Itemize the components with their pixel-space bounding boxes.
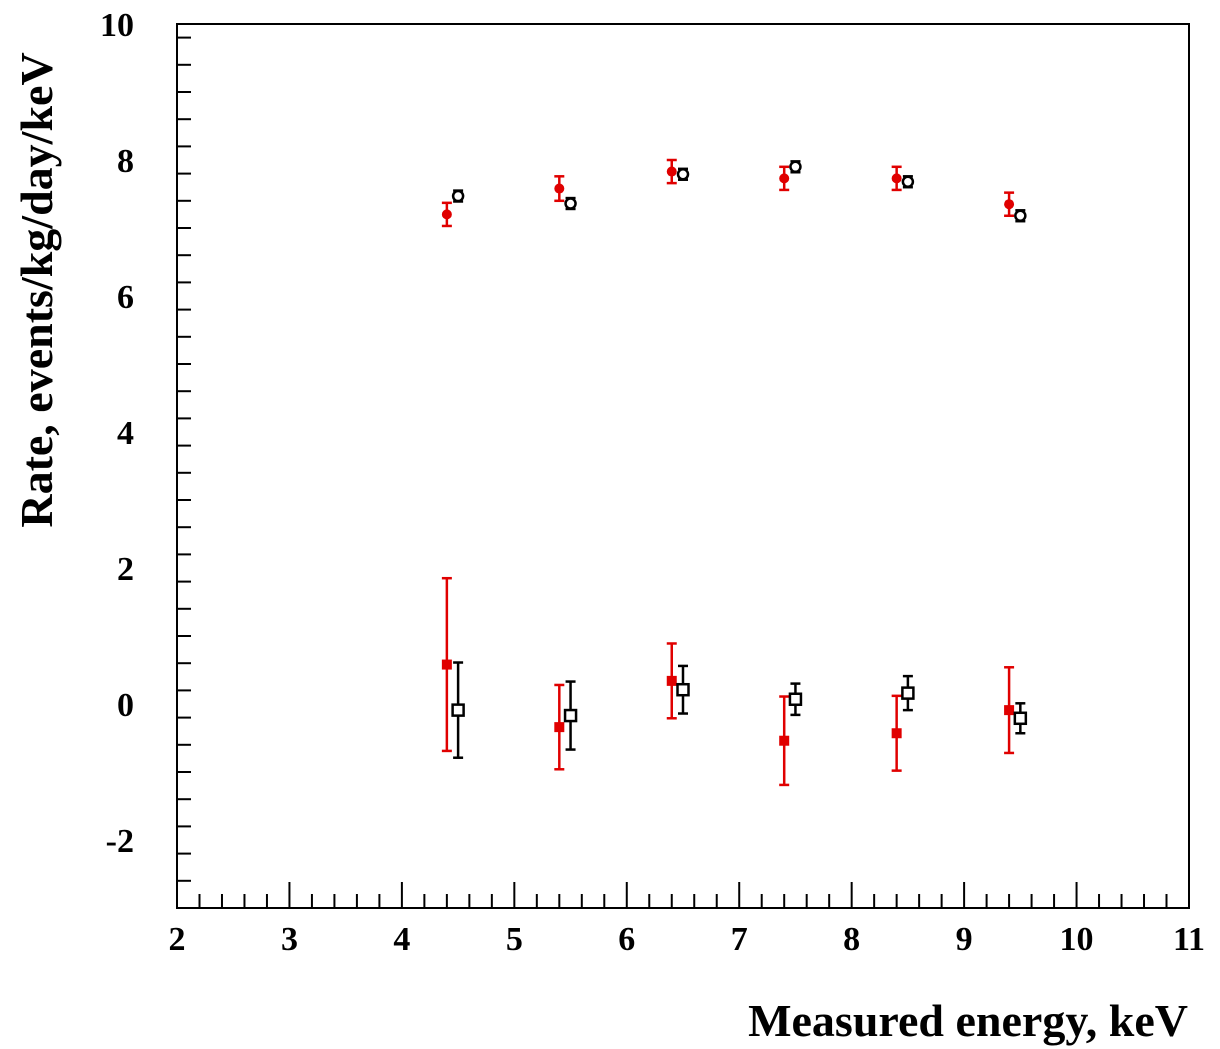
x-tick-label: 11 — [1173, 921, 1205, 958]
data-point — [1013, 711, 1028, 726]
data-point — [901, 686, 915, 700]
y-tick-label: 4 — [117, 415, 134, 452]
data-point — [676, 168, 690, 181]
data-point — [451, 703, 465, 717]
x-tick-label: 6 — [618, 921, 635, 958]
x-tick-label: 8 — [843, 921, 860, 958]
data-point — [563, 708, 578, 723]
x-axis-title: Measured energy, keV — [748, 995, 1188, 1046]
data-point — [1004, 705, 1015, 716]
data-point — [666, 675, 677, 686]
data-point — [779, 735, 790, 746]
axis-ticks — [176, 36, 1190, 909]
y-tick-label: 10 — [100, 7, 134, 44]
y-tick-label: 6 — [117, 279, 134, 316]
y-tick-label: 2 — [117, 551, 134, 588]
x-tick-label: 3 — [281, 921, 298, 958]
y-axis-title: Rate, events/kg/day/keV — [11, 52, 62, 527]
data-point — [451, 189, 465, 203]
data-markers — [441, 158, 1028, 787]
plot-frame — [176, 23, 1190, 909]
data-point — [554, 183, 565, 194]
axis-tick-labels: 2 3 4 5 6 7 8 9 10 11 -2 0 2 4 6 8 10 — [100, 7, 1205, 958]
y-tick-label: -2 — [106, 823, 134, 860]
x-tick-label: 5 — [506, 921, 523, 958]
series-3 — [441, 576, 1015, 787]
data-point — [1014, 209, 1027, 223]
data-point — [554, 722, 565, 733]
y-tick-label: 0 — [117, 687, 134, 724]
data-point — [789, 160, 802, 174]
data-point — [891, 173, 902, 184]
x-tick-label: 7 — [731, 921, 748, 958]
data-point — [441, 659, 452, 670]
data-point — [901, 175, 915, 189]
x-tick-label: 4 — [393, 921, 410, 958]
series-4 — [451, 661, 1028, 759]
series-1 — [441, 158, 1015, 228]
data-point — [788, 692, 803, 706]
data-point — [891, 728, 902, 739]
series-2 — [451, 160, 1027, 223]
data-point — [564, 197, 577, 210]
x-tick-label: 2 — [169, 921, 186, 958]
data-point — [676, 682, 690, 697]
data-point — [441, 209, 452, 220]
y-tick-label: 8 — [117, 143, 134, 180]
data-point — [779, 173, 790, 184]
data-point — [666, 166, 677, 177]
x-tick-label: 9 — [956, 921, 973, 958]
x-tick-label: 10 — [1060, 921, 1094, 958]
data-point — [1004, 199, 1015, 210]
